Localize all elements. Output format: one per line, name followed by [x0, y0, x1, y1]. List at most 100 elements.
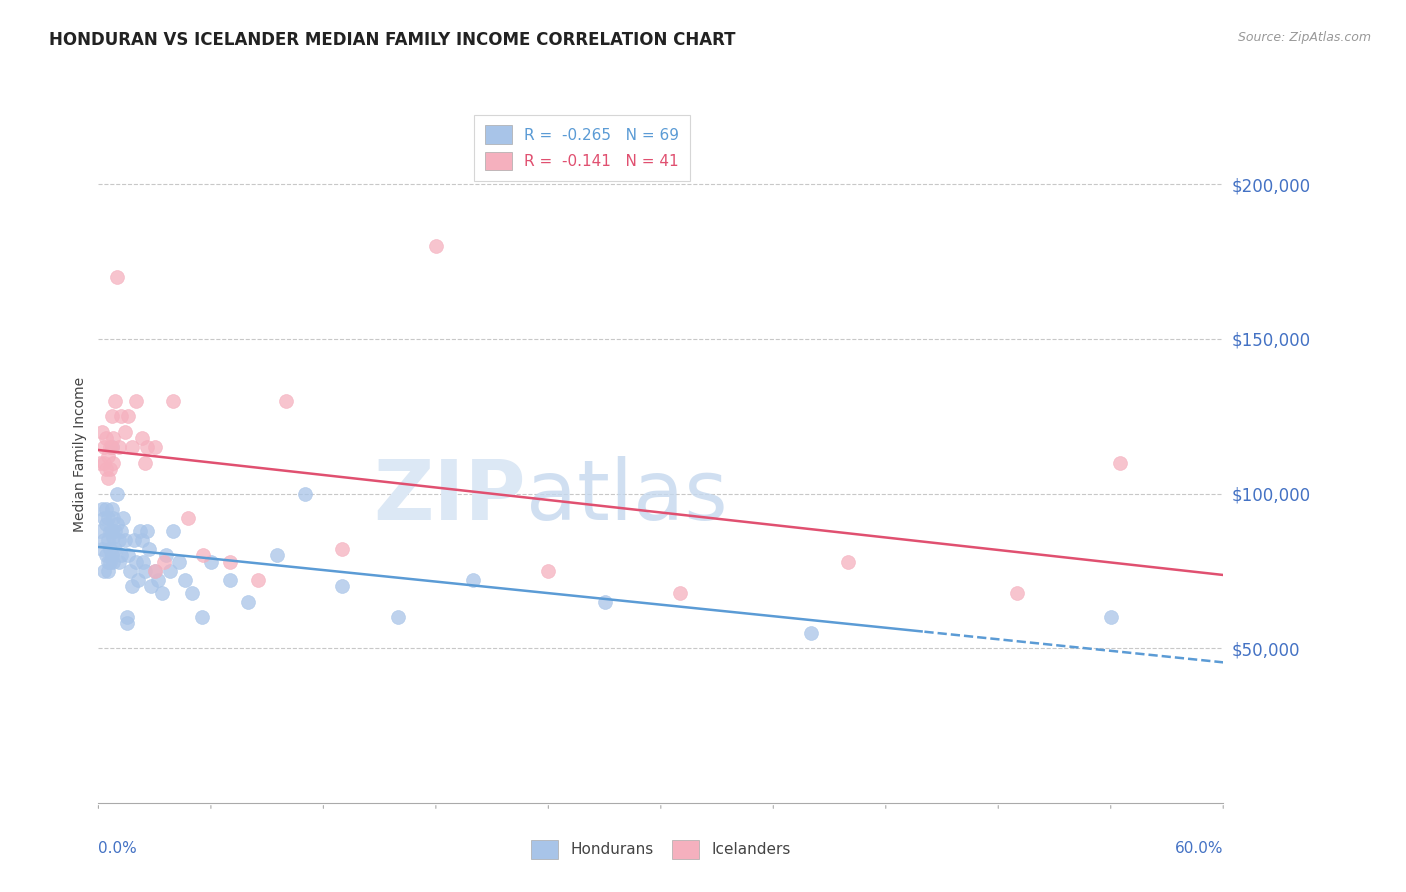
Point [593, 595, 616, 609]
Point [103, 530, 125, 544]
Point [125, 393, 148, 408]
Point [138, 542, 160, 557]
Point [97, 511, 120, 525]
Point [143, 564, 166, 578]
Point [94, 431, 117, 445]
Point [103, 511, 125, 525]
Point [125, 555, 148, 569]
Point [93, 533, 115, 547]
Point [100, 524, 122, 538]
Text: atlas: atlas [526, 456, 727, 537]
Point [94, 502, 117, 516]
Point [110, 549, 132, 563]
Point [148, 573, 170, 587]
Point [94, 462, 117, 476]
Point [131, 533, 153, 547]
Text: ZIP: ZIP [374, 456, 526, 537]
Point [98, 555, 121, 569]
Point [127, 573, 149, 587]
Point [425, 239, 447, 253]
Point [121, 440, 143, 454]
Point [134, 456, 156, 470]
Point [1099, 610, 1122, 624]
Point [100, 409, 122, 424]
Point [97, 450, 120, 464]
Point [104, 524, 127, 538]
Point [218, 555, 240, 569]
Y-axis label: Median Family Income: Median Family Income [73, 377, 87, 533]
Point [91, 542, 114, 557]
Point [93, 440, 115, 454]
Point [100, 440, 122, 454]
Point [103, 431, 125, 445]
Point [93, 456, 115, 470]
Point [103, 456, 125, 470]
Point [173, 573, 195, 587]
Point [97, 564, 120, 578]
Point [122, 533, 145, 547]
Point [131, 431, 153, 445]
Point [100, 549, 122, 563]
Point [91, 502, 114, 516]
Point [1005, 585, 1028, 599]
Point [110, 409, 132, 424]
Point [94, 549, 117, 563]
Point [159, 564, 181, 578]
Point [294, 486, 316, 500]
Point [89, 456, 111, 470]
Point [98, 542, 121, 557]
Point [105, 486, 128, 500]
Point [266, 549, 288, 563]
Text: HONDURAN VS ICELANDER MEDIAN FAMILY INCOME CORRELATION CHART: HONDURAN VS ICELANDER MEDIAN FAMILY INCO… [49, 31, 735, 49]
Point [155, 549, 177, 563]
Point [98, 524, 121, 538]
Point [104, 393, 127, 408]
Point [120, 564, 142, 578]
Point [114, 425, 136, 439]
Point [100, 440, 122, 454]
Text: Source: ZipAtlas.com: Source: ZipAtlas.com [1237, 31, 1371, 45]
Point [177, 511, 200, 525]
Point [136, 440, 159, 454]
Point [103, 555, 125, 569]
Point [837, 555, 859, 569]
Point [153, 555, 176, 569]
Point [463, 573, 485, 587]
Point [162, 524, 184, 538]
Point [115, 610, 138, 624]
Point [1109, 456, 1132, 470]
Point [98, 462, 121, 476]
Point [193, 549, 215, 563]
Point [134, 564, 156, 578]
Point [89, 524, 111, 538]
Point [114, 533, 136, 547]
Point [136, 524, 159, 538]
Point [94, 517, 117, 532]
Point [104, 542, 127, 557]
Point [143, 440, 166, 454]
Point [330, 579, 353, 593]
Point [97, 471, 120, 485]
Point [387, 610, 409, 624]
Point [115, 616, 138, 631]
Point [537, 564, 560, 578]
Point [108, 533, 131, 547]
Point [97, 555, 120, 569]
Point [91, 425, 114, 439]
Point [246, 573, 269, 587]
Text: 0.0%: 0.0% [98, 841, 138, 856]
Point [100, 502, 122, 516]
Point [108, 555, 131, 569]
Point [110, 524, 132, 538]
Point [218, 573, 240, 587]
Point [98, 440, 121, 454]
Point [190, 610, 212, 624]
Point [274, 393, 297, 408]
Point [150, 585, 173, 599]
Point [330, 542, 353, 557]
Point [181, 585, 204, 599]
Point [167, 555, 190, 569]
Point [668, 585, 690, 599]
Point [200, 555, 222, 569]
Point [117, 409, 139, 424]
